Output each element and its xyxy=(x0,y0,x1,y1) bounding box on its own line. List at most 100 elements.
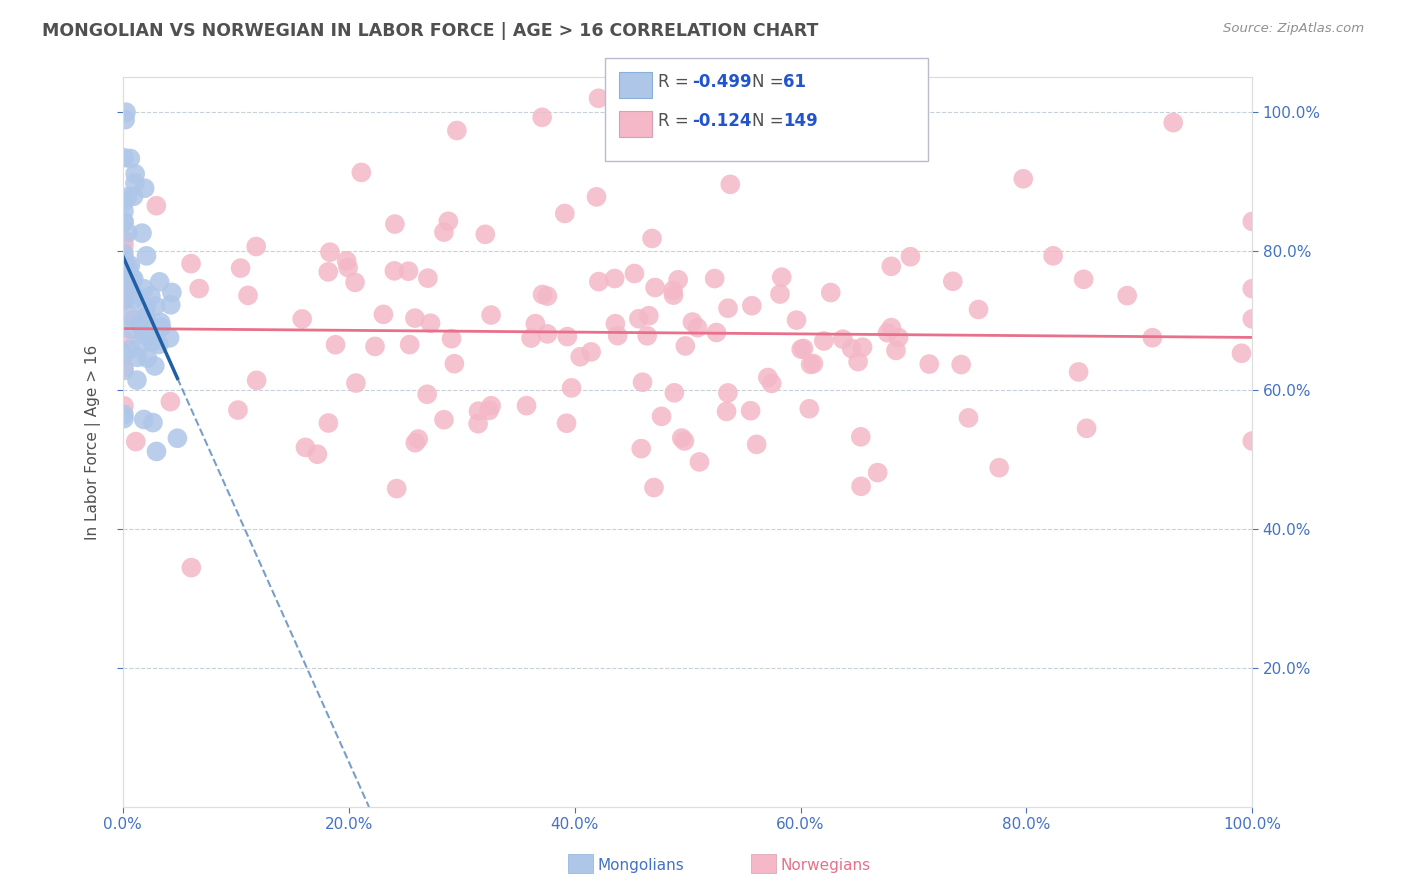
Point xyxy=(1241,434,1264,448)
Point xyxy=(112,151,135,165)
Point xyxy=(1241,282,1264,296)
Point xyxy=(117,226,139,240)
Point xyxy=(166,431,188,445)
Point xyxy=(603,271,626,285)
Point xyxy=(124,167,146,181)
Point xyxy=(120,275,142,289)
Point xyxy=(120,152,142,166)
Point xyxy=(849,479,872,493)
Point xyxy=(841,342,863,356)
Text: -0.499: -0.499 xyxy=(692,73,751,91)
Point xyxy=(115,105,138,120)
Point xyxy=(717,301,740,316)
Point xyxy=(143,359,166,373)
Point xyxy=(112,363,135,377)
Point xyxy=(180,560,202,574)
Point xyxy=(638,309,661,323)
Point xyxy=(831,332,853,346)
Point xyxy=(433,225,456,239)
Point xyxy=(686,320,709,334)
Point xyxy=(803,357,825,371)
Point xyxy=(112,282,135,296)
Point xyxy=(149,316,172,330)
Point xyxy=(132,327,155,342)
Point xyxy=(337,260,360,275)
Point xyxy=(662,284,685,298)
Point xyxy=(142,416,165,430)
Text: 149: 149 xyxy=(783,112,818,130)
Point xyxy=(745,437,768,451)
Point xyxy=(1076,421,1098,435)
Point xyxy=(662,288,685,302)
Point xyxy=(139,329,162,343)
Point xyxy=(112,276,135,290)
Point xyxy=(112,246,135,260)
Point xyxy=(226,403,249,417)
Point xyxy=(150,320,173,334)
Point xyxy=(160,285,183,300)
Point xyxy=(159,394,181,409)
Point xyxy=(139,289,162,303)
Point xyxy=(630,442,652,456)
Point xyxy=(112,332,135,346)
Point xyxy=(880,320,903,334)
Point xyxy=(957,410,980,425)
Point xyxy=(1073,272,1095,286)
Point xyxy=(524,317,547,331)
Point xyxy=(681,315,703,329)
Point xyxy=(531,111,554,125)
Text: 61: 61 xyxy=(783,73,806,91)
Point xyxy=(127,351,149,365)
Point xyxy=(149,275,172,289)
Point xyxy=(569,350,592,364)
Point xyxy=(792,342,814,356)
Point xyxy=(135,249,157,263)
Point xyxy=(398,337,420,351)
Point xyxy=(688,455,710,469)
Point xyxy=(851,340,873,354)
Point xyxy=(180,257,202,271)
Point xyxy=(382,264,405,278)
Point xyxy=(120,258,142,272)
Point xyxy=(122,189,145,203)
Point xyxy=(950,358,973,372)
Point xyxy=(666,273,689,287)
Point xyxy=(479,308,502,322)
Point xyxy=(132,412,155,426)
Point xyxy=(554,206,576,220)
Point xyxy=(291,312,314,326)
Point xyxy=(849,430,872,444)
Point xyxy=(876,326,898,340)
Point xyxy=(866,466,889,480)
Point xyxy=(112,270,135,285)
Point xyxy=(419,316,441,330)
Text: R =: R = xyxy=(658,73,695,91)
Point xyxy=(122,292,145,306)
Point xyxy=(122,313,145,327)
Point xyxy=(294,441,316,455)
Point xyxy=(467,417,489,431)
Point xyxy=(641,231,664,245)
Point xyxy=(846,354,869,368)
Point xyxy=(479,399,502,413)
Point xyxy=(440,332,463,346)
Point xyxy=(1042,249,1064,263)
Point xyxy=(785,313,807,327)
Point xyxy=(229,261,252,276)
Point xyxy=(520,331,543,345)
Point xyxy=(918,357,941,371)
Point xyxy=(129,336,152,351)
Point xyxy=(245,239,267,253)
Point xyxy=(135,314,157,328)
Point xyxy=(703,271,725,285)
Point xyxy=(125,373,148,387)
Point xyxy=(159,298,181,312)
Point xyxy=(246,373,269,387)
Point xyxy=(124,176,146,190)
Point xyxy=(673,434,696,448)
Point xyxy=(135,300,157,314)
Point xyxy=(145,444,167,458)
Text: Mongolians: Mongolians xyxy=(598,858,685,872)
Point xyxy=(716,404,738,418)
Point xyxy=(344,376,367,390)
